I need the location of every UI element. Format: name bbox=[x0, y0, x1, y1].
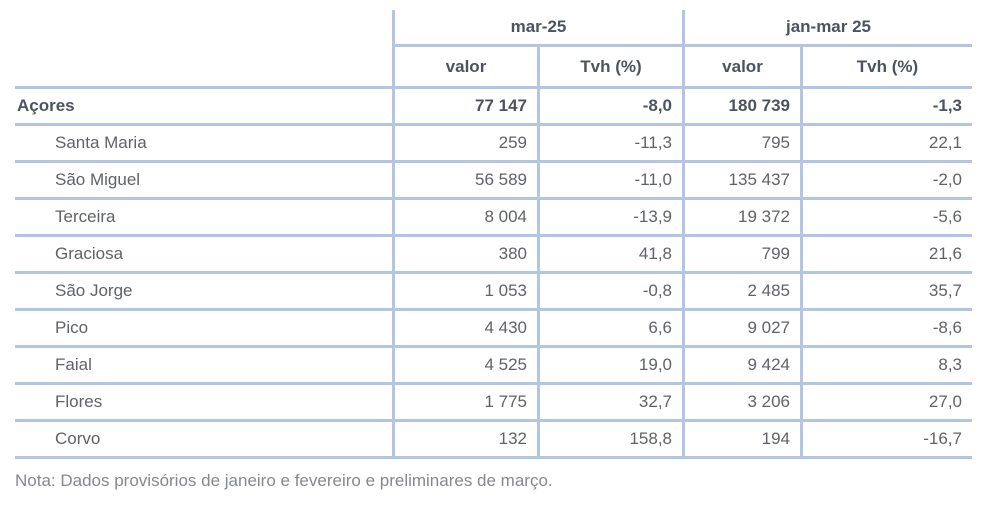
tvh-mar-cell: -8,0 bbox=[537, 89, 682, 123]
table-footnote: Nota: Dados provisórios de janeiro e fev… bbox=[15, 471, 553, 490]
column-group-jan-mar-25: jan-mar 25 bbox=[682, 10, 972, 47]
subheader-valor-janmar: valor bbox=[682, 47, 800, 86]
table-row-graciosa: Graciosa 380 41,8 799 21,6 bbox=[15, 237, 972, 274]
valor-janmar-cell: 799 bbox=[682, 237, 800, 271]
tvh-mar-cell: -0,8 bbox=[537, 274, 682, 308]
row-label: São Miguel bbox=[55, 170, 141, 189]
valor-mar-cell: 4 430 bbox=[392, 311, 537, 345]
row-label: Açores bbox=[17, 96, 75, 115]
tvh-mar-cell: -11,0 bbox=[537, 163, 682, 197]
tvh-janmar-cell: 22,1 bbox=[800, 126, 972, 160]
tvh-mar-cell: 41,8 bbox=[537, 237, 682, 271]
tvh-mar-cell: -11,3 bbox=[537, 126, 682, 160]
valor-mar-cell: 8 004 bbox=[392, 200, 537, 234]
table-row-terceira: Terceira 8 004 -13,9 19 372 -5,6 bbox=[15, 200, 972, 237]
valor-mar-cell: 4 525 bbox=[392, 348, 537, 382]
table-row-pico: Pico 4 430 6,6 9 027 -8,6 bbox=[15, 311, 972, 348]
valor-mar-cell: 259 bbox=[392, 126, 537, 160]
row-label: Graciosa bbox=[55, 244, 124, 263]
valor-janmar-cell: 2 485 bbox=[682, 274, 800, 308]
valor-janmar-cell: 194 bbox=[682, 422, 800, 456]
valor-janmar-cell: 135 437 bbox=[682, 163, 800, 197]
passengers-table: mar-25 jan-mar 25 valor Tvh (%) valor Tv… bbox=[15, 10, 972, 459]
tvh-janmar-cell: -5,6 bbox=[800, 200, 972, 234]
table-row-faial: Faial 4 525 19,0 9 424 8,3 bbox=[15, 348, 972, 385]
tvh-mar-cell: 158,8 bbox=[537, 422, 682, 456]
tvh-mar-cell: 19,0 bbox=[537, 348, 682, 382]
tvh-janmar-cell: 21,6 bbox=[800, 237, 972, 271]
table-group-header-row: mar-25 jan-mar 25 bbox=[15, 10, 972, 47]
tvh-janmar-cell: -8,6 bbox=[800, 311, 972, 345]
valor-mar-cell: 1 775 bbox=[392, 385, 537, 419]
corner-empty-cell bbox=[15, 10, 392, 47]
row-label: Faial bbox=[55, 355, 92, 374]
table-row-acores: Açores 77 147 -8,0 180 739 -1,3 bbox=[15, 89, 972, 126]
tvh-mar-cell: 32,7 bbox=[537, 385, 682, 419]
row-label: Flores bbox=[55, 392, 103, 411]
tvh-janmar-cell: 8,3 bbox=[800, 348, 972, 382]
table-row-santa-maria: Santa Maria 259 -11,3 795 22,1 bbox=[15, 126, 972, 163]
table-row-sao-miguel: São Miguel 56 589 -11,0 135 437 -2,0 bbox=[15, 163, 972, 200]
valor-janmar-cell: 9 027 bbox=[682, 311, 800, 345]
valor-mar-cell: 380 bbox=[392, 237, 537, 271]
row-label: Santa Maria bbox=[55, 133, 147, 152]
tvh-mar-cell: -13,9 bbox=[537, 200, 682, 234]
row-label: Corvo bbox=[55, 429, 101, 448]
valor-janmar-cell: 3 206 bbox=[682, 385, 800, 419]
tvh-mar-cell: 6,6 bbox=[537, 311, 682, 345]
tvh-janmar-cell: 35,7 bbox=[800, 274, 972, 308]
table-subheader-row: valor Tvh (%) valor Tvh (%) bbox=[15, 47, 972, 89]
tvh-janmar-cell: -2,0 bbox=[800, 163, 972, 197]
tvh-janmar-cell: 27,0 bbox=[800, 385, 972, 419]
table-row-sao-jorge: São Jorge 1 053 -0,8 2 485 35,7 bbox=[15, 274, 972, 311]
valor-janmar-cell: 19 372 bbox=[682, 200, 800, 234]
row-label: Terceira bbox=[55, 207, 116, 226]
row-label: São Jorge bbox=[55, 281, 133, 300]
tvh-janmar-cell: -16,7 bbox=[800, 422, 972, 456]
subheader-tvh-janmar: Tvh (%) bbox=[800, 47, 972, 86]
subheader-tvh-mar: Tvh (%) bbox=[537, 47, 682, 86]
tvh-janmar-cell: -1,3 bbox=[800, 89, 972, 123]
valor-janmar-cell: 795 bbox=[682, 126, 800, 160]
valor-janmar-cell: 9 424 bbox=[682, 348, 800, 382]
valor-mar-cell: 77 147 bbox=[392, 89, 537, 123]
subheader-valor-mar: valor bbox=[392, 47, 537, 86]
valor-janmar-cell: 180 739 bbox=[682, 89, 800, 123]
column-group-mar-25: mar-25 bbox=[392, 10, 682, 47]
valor-mar-cell: 1 053 bbox=[392, 274, 537, 308]
valor-mar-cell: 132 bbox=[392, 422, 537, 456]
table-row-flores: Flores 1 775 32,7 3 206 27,0 bbox=[15, 385, 972, 422]
table-row-corvo: Corvo 132 158,8 194 -16,7 bbox=[15, 422, 972, 459]
row-label: Pico bbox=[55, 318, 89, 337]
valor-mar-cell: 56 589 bbox=[392, 163, 537, 197]
subheader-empty-cell bbox=[15, 47, 392, 86]
